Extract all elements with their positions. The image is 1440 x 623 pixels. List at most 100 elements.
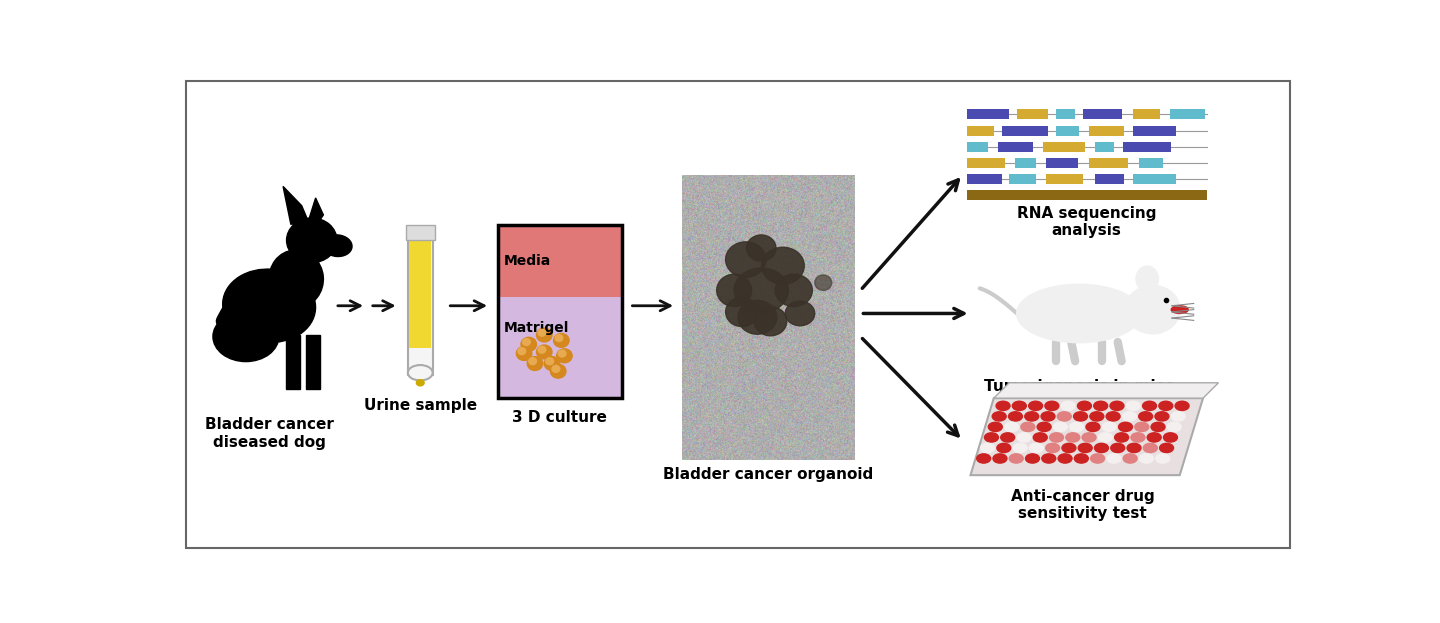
FancyBboxPatch shape: [966, 110, 1009, 120]
Text: Urine sample: Urine sample: [364, 398, 477, 413]
Ellipse shape: [213, 312, 279, 361]
Ellipse shape: [815, 275, 832, 290]
Ellipse shape: [1070, 422, 1084, 432]
Ellipse shape: [517, 346, 531, 361]
Ellipse shape: [1110, 401, 1125, 411]
Ellipse shape: [550, 364, 566, 378]
Polygon shape: [971, 398, 1202, 475]
FancyBboxPatch shape: [1139, 158, 1164, 168]
FancyBboxPatch shape: [998, 142, 1032, 152]
Ellipse shape: [1001, 433, 1015, 442]
Ellipse shape: [1164, 433, 1178, 442]
Ellipse shape: [1037, 422, 1051, 432]
Ellipse shape: [996, 401, 1009, 411]
Ellipse shape: [1110, 444, 1125, 452]
Polygon shape: [284, 186, 310, 224]
Ellipse shape: [1126, 401, 1140, 411]
Ellipse shape: [416, 379, 425, 386]
Ellipse shape: [539, 329, 546, 336]
Text: Bladder cancer
diseased dog: Bladder cancer diseased dog: [204, 417, 334, 450]
Ellipse shape: [1045, 444, 1060, 452]
Ellipse shape: [546, 358, 553, 364]
Ellipse shape: [537, 345, 552, 359]
Ellipse shape: [1017, 433, 1031, 442]
Ellipse shape: [1034, 433, 1047, 442]
Ellipse shape: [981, 444, 995, 452]
FancyBboxPatch shape: [1094, 174, 1125, 184]
Ellipse shape: [518, 348, 526, 354]
Ellipse shape: [1061, 401, 1076, 411]
Ellipse shape: [1159, 444, 1174, 452]
FancyBboxPatch shape: [1056, 126, 1079, 136]
Ellipse shape: [1168, 422, 1181, 432]
Ellipse shape: [553, 333, 569, 348]
FancyBboxPatch shape: [498, 297, 622, 398]
Ellipse shape: [1130, 433, 1145, 442]
Ellipse shape: [1074, 454, 1089, 463]
Ellipse shape: [1159, 401, 1172, 411]
Ellipse shape: [1058, 454, 1071, 463]
Ellipse shape: [1066, 433, 1080, 442]
FancyBboxPatch shape: [966, 142, 988, 152]
Ellipse shape: [976, 454, 991, 463]
Ellipse shape: [1143, 444, 1158, 452]
Ellipse shape: [552, 366, 560, 373]
Ellipse shape: [1025, 412, 1038, 421]
Ellipse shape: [726, 242, 766, 277]
Ellipse shape: [1090, 412, 1104, 421]
Ellipse shape: [1041, 454, 1056, 463]
FancyBboxPatch shape: [1083, 110, 1122, 120]
Ellipse shape: [223, 269, 315, 343]
Ellipse shape: [537, 328, 552, 342]
Ellipse shape: [1094, 444, 1109, 452]
Ellipse shape: [1030, 444, 1044, 452]
FancyBboxPatch shape: [1043, 142, 1086, 152]
Ellipse shape: [1090, 454, 1104, 463]
Ellipse shape: [528, 358, 537, 364]
Ellipse shape: [554, 335, 563, 341]
Ellipse shape: [269, 250, 324, 308]
Ellipse shape: [992, 412, 1007, 421]
Ellipse shape: [1148, 433, 1161, 442]
Ellipse shape: [527, 356, 543, 371]
FancyBboxPatch shape: [1056, 110, 1076, 120]
Ellipse shape: [557, 349, 572, 363]
FancyBboxPatch shape: [1015, 158, 1037, 168]
Ellipse shape: [521, 337, 537, 351]
FancyBboxPatch shape: [1089, 158, 1128, 168]
Ellipse shape: [734, 268, 788, 313]
FancyBboxPatch shape: [1094, 142, 1115, 152]
Ellipse shape: [739, 300, 776, 335]
Ellipse shape: [1151, 422, 1165, 432]
FancyBboxPatch shape: [966, 174, 1001, 184]
Ellipse shape: [1171, 306, 1188, 313]
Ellipse shape: [1122, 412, 1136, 421]
Text: Matrigel: Matrigel: [504, 321, 569, 335]
Ellipse shape: [1041, 412, 1056, 421]
Ellipse shape: [726, 297, 757, 326]
FancyBboxPatch shape: [1009, 174, 1037, 184]
FancyBboxPatch shape: [1133, 126, 1176, 136]
Ellipse shape: [1008, 412, 1022, 421]
Ellipse shape: [1115, 433, 1129, 442]
Text: Bladder cancer organoid: Bladder cancer organoid: [662, 467, 873, 482]
Ellipse shape: [1139, 412, 1152, 421]
Text: 3 D culture: 3 D culture: [513, 410, 608, 425]
FancyBboxPatch shape: [408, 237, 432, 375]
FancyBboxPatch shape: [1089, 126, 1125, 136]
Ellipse shape: [1012, 401, 1027, 411]
Ellipse shape: [996, 444, 1011, 452]
Text: RNA sequencing
analysis: RNA sequencing analysis: [1017, 206, 1156, 238]
Polygon shape: [994, 383, 1218, 398]
Ellipse shape: [1099, 433, 1112, 442]
Ellipse shape: [1135, 422, 1149, 432]
Ellipse shape: [985, 433, 998, 442]
Ellipse shape: [1045, 401, 1058, 411]
FancyBboxPatch shape: [1169, 110, 1204, 120]
Ellipse shape: [559, 350, 566, 357]
Ellipse shape: [1081, 433, 1096, 442]
Ellipse shape: [1028, 401, 1043, 411]
FancyBboxPatch shape: [1001, 126, 1048, 136]
Ellipse shape: [717, 274, 752, 307]
Ellipse shape: [1128, 444, 1140, 452]
